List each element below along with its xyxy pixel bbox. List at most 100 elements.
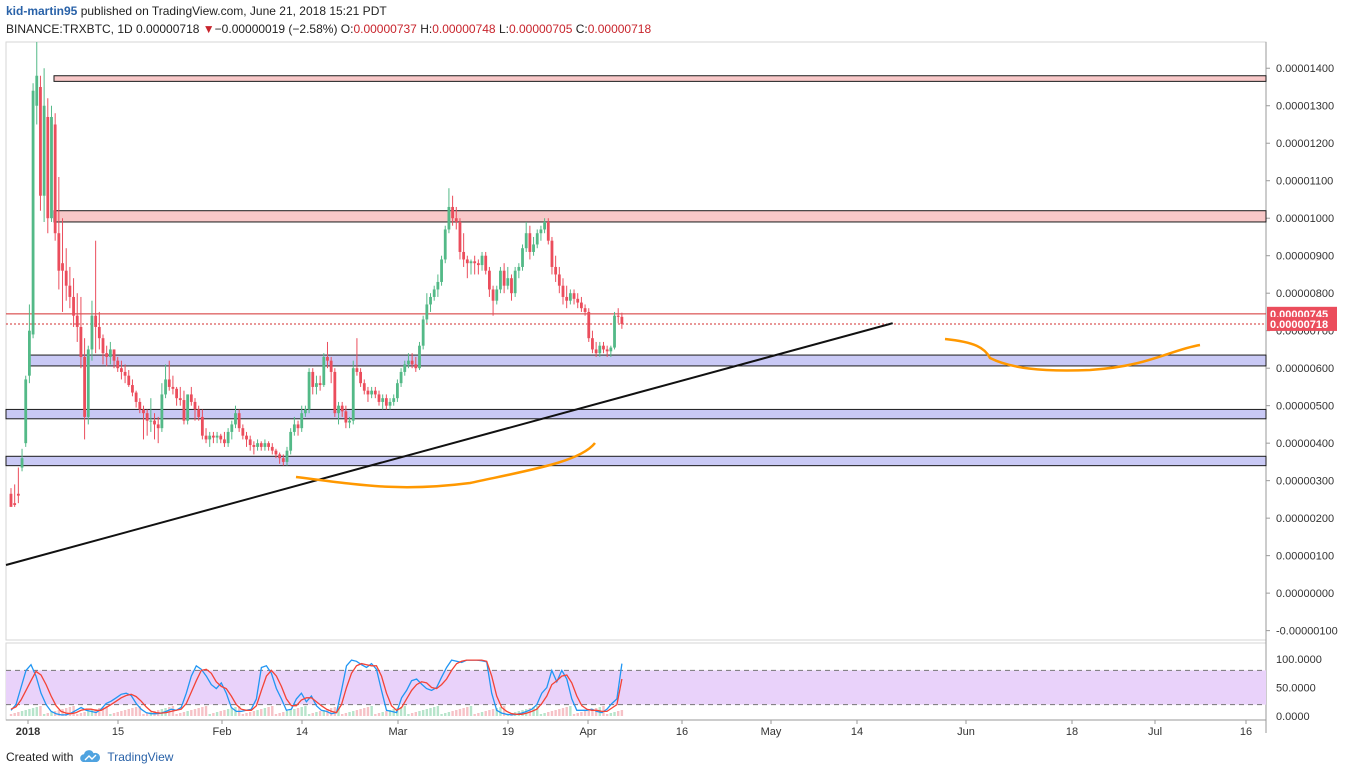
- candle-body: [440, 259, 443, 282]
- volume-bar: [304, 706, 307, 716]
- volume-bar: [31, 708, 35, 716]
- volume-bar: [90, 710, 94, 716]
- candle-body: [572, 293, 576, 299]
- candle-body: [241, 428, 245, 436]
- candle-body: [263, 443, 267, 447]
- candle-body: [396, 383, 399, 399]
- volume-bar: [502, 706, 506, 716]
- candle-body: [351, 368, 355, 421]
- volume-bar: [17, 712, 20, 716]
- time-tick-label: Apr: [579, 726, 596, 738]
- candle-body: [83, 356, 86, 417]
- candle-body: [112, 349, 116, 361]
- volume-bar: [374, 714, 377, 716]
- volume-bar: [469, 706, 473, 716]
- volume-bar: [208, 714, 211, 716]
- candle-body: [348, 420, 351, 423]
- candle-body: [565, 296, 569, 301]
- candle-body: [377, 394, 381, 402]
- candle-body: [270, 446, 274, 451]
- down-arrow-icon: ▼: [202, 22, 215, 36]
- candle-body: [421, 319, 425, 346]
- candle-body: [620, 316, 624, 324]
- candle-body: [410, 360, 414, 365]
- volume-bar: [466, 707, 469, 716]
- price-tick-label: 0.00001300: [1276, 101, 1334, 113]
- volume-bar: [278, 713, 281, 716]
- candle-body: [28, 330, 31, 376]
- tradingview-brand-link[interactable]: TradingView: [107, 750, 174, 764]
- volume-bar: [134, 707, 138, 716]
- candle-body: [414, 364, 418, 369]
- open-value: 0.00000737: [353, 22, 417, 36]
- volume-bar: [525, 709, 528, 716]
- time-tick-label: 14: [851, 726, 863, 738]
- volume-bar: [403, 706, 406, 716]
- candle-body: [156, 424, 160, 429]
- candle-body: [311, 371, 315, 387]
- candle-body: [300, 413, 304, 429]
- candle-body: [333, 371, 337, 414]
- candle-body: [473, 261, 477, 264]
- volume-bar: [499, 707, 502, 716]
- author-link[interactable]: kid-martin95: [6, 4, 78, 18]
- candle-body: [123, 371, 127, 376]
- footer: Created with TradingView: [6, 750, 173, 764]
- volume-bar: [388, 710, 392, 716]
- candle-body: [75, 315, 79, 327]
- volume-bar: [307, 714, 311, 716]
- volume-bar: [138, 706, 141, 716]
- volume-bar: [274, 714, 278, 716]
- candle-body: [13, 503, 17, 506]
- volume-bar: [223, 710, 226, 716]
- candle-body: [149, 420, 153, 422]
- time-tick-label: Feb: [213, 726, 232, 738]
- volume-bar: [444, 713, 447, 716]
- volume-bar: [289, 710, 292, 716]
- volume-bar: [315, 712, 318, 716]
- volume-bar: [322, 710, 325, 716]
- candle-body: [583, 308, 587, 312]
- candle-body: [167, 379, 171, 387]
- candle-body: [429, 296, 432, 305]
- candle-body: [101, 338, 105, 354]
- candle-body: [535, 233, 539, 245]
- candle-body: [296, 424, 300, 429]
- price-tick-label: 0.00000800: [1276, 288, 1334, 300]
- volume-bar: [352, 711, 355, 716]
- candle-body: [292, 424, 296, 432]
- candle-body: [539, 229, 543, 234]
- close-label: C:: [575, 22, 588, 36]
- candle-body: [432, 289, 436, 297]
- candle-body: [108, 349, 112, 357]
- candle-body: [120, 368, 123, 372]
- support-zone: [5, 408, 1267, 420]
- volume-bar: [109, 714, 112, 716]
- candle-body: [215, 435, 219, 438]
- candle-body: [186, 394, 190, 421]
- candle-body: [554, 266, 558, 275]
- volume-bar: [35, 707, 38, 716]
- candle-body: [318, 383, 322, 386]
- volume-bar: [42, 714, 46, 716]
- candle-body: [561, 285, 565, 297]
- candle-body: [204, 435, 208, 440]
- publish-header: kid-martin95 published on TradingView.co…: [6, 4, 387, 18]
- candle-body: [304, 409, 307, 414]
- candle-body: [153, 420, 156, 425]
- candle-body: [259, 443, 263, 447]
- volume-bar: [296, 708, 300, 716]
- volume-bar: [175, 714, 178, 716]
- volume-bar: [179, 713, 182, 716]
- volume-bar: [337, 706, 340, 716]
- time-tick-label: 15: [112, 726, 124, 738]
- candle-body: [384, 398, 388, 406]
- candle-body: [436, 281, 440, 290]
- candle-body: [307, 371, 311, 410]
- volume-bar: [329, 708, 333, 716]
- candle-body: [447, 206, 451, 230]
- candle-body: [160, 394, 164, 429]
- candle-body: [274, 450, 278, 455]
- volume-bar: [219, 711, 222, 716]
- price-tick-label: -0.00000100: [1276, 626, 1338, 638]
